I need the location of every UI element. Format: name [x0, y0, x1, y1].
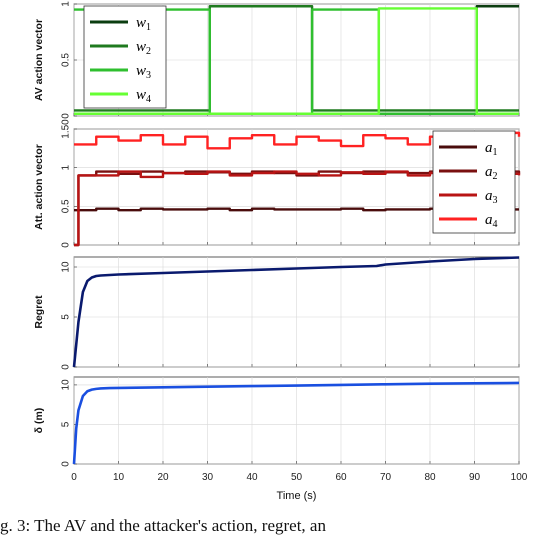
x-tick-label: 90 — [469, 472, 481, 483]
y-tick-label: 10 — [61, 261, 72, 273]
y-axis-label: δ (m) — [33, 408, 45, 434]
series-line-w3 — [74, 8, 519, 115]
y-axis-label: Att. action vector — [33, 144, 45, 230]
y-tick-label: 0 — [61, 113, 72, 119]
x-tick-label: 70 — [380, 472, 392, 483]
x-tick-label: 30 — [202, 472, 214, 483]
legend-subscript: 4 — [146, 94, 151, 105]
x-tick-label: 50 — [291, 472, 303, 483]
legend-subscript: 4 — [493, 219, 498, 230]
x-tick-label: 60 — [335, 472, 347, 483]
y-axis-label: Regret — [33, 295, 45, 329]
y-tick-label: 0.5 — [61, 199, 72, 213]
panel-3: 0 5 10 Regret — [33, 256, 520, 370]
y-tick-label: 5 — [61, 314, 72, 320]
y-tick-label: 1 — [61, 1, 72, 7]
y-tick-label: 0 — [61, 461, 72, 467]
y-axis-label: AV action vector — [33, 19, 45, 101]
panel-4: 0 5 10 δ (m) 0 10 20 30 40 50 60 70 80 90 100 Time (s) — [33, 376, 528, 502]
x-axis-label: Time (s) — [277, 490, 317, 502]
x-tick-label: 40 — [246, 472, 258, 483]
x-tick-label: 10 — [113, 472, 125, 483]
y-tick-label: 1 — [61, 164, 72, 170]
series-line-regret — [72, 256, 520, 368]
legend-subscript: 1 — [493, 147, 498, 158]
y-tick-label: 0 — [61, 242, 72, 248]
legend-subscript: 3 — [146, 70, 151, 81]
legend-subscript: 3 — [493, 195, 498, 206]
legend-subscript: 1 — [146, 22, 151, 33]
x-tick-label: 100 — [511, 472, 528, 483]
x-tick-label: 80 — [424, 472, 436, 483]
y-tick-label: 5 — [61, 421, 72, 427]
x-tick-label: 20 — [157, 472, 169, 483]
legend-subscript: 2 — [493, 171, 498, 182]
y-tick-label: 1.50 — [61, 119, 72, 139]
figure-caption: g. 3: The AV and the attacker's action, … — [0, 516, 326, 535]
legend-subscript: 2 — [146, 46, 151, 57]
series-line-w4 — [74, 7, 519, 115]
y-tick-label: 10 — [61, 379, 72, 391]
series-line-delta — [72, 381, 520, 465]
x-tick-label: 0 — [71, 472, 77, 483]
y-tick-label: 0.5 — [61, 53, 72, 67]
y-tick-label: 0 — [61, 364, 72, 370]
